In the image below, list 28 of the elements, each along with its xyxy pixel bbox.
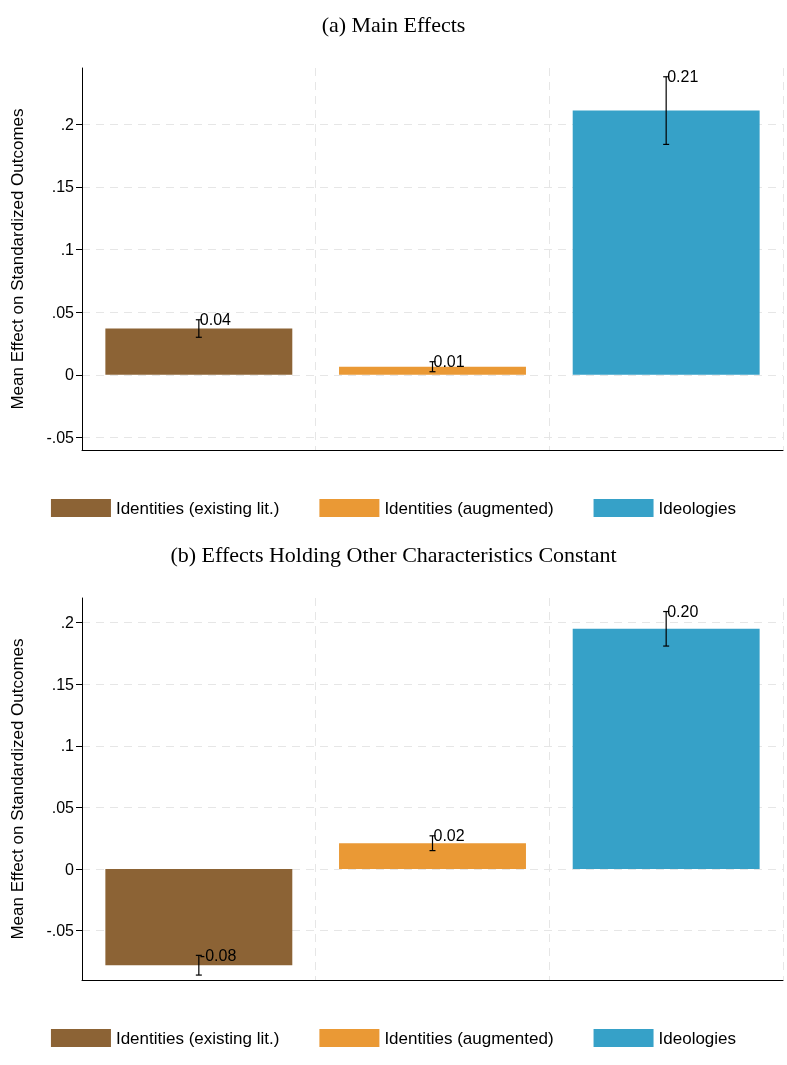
y-tick-label: .1 — [60, 737, 75, 755]
y-axis-title: Mean Effect on Standardized Outcomes — [8, 108, 27, 410]
data-label: -0.08 — [199, 946, 237, 964]
y-tick-label: .15 — [51, 675, 75, 693]
y-tick-label: .15 — [51, 178, 75, 196]
legend-label: Identities (augmented) — [384, 1028, 554, 1048]
data-label: 0.01 — [433, 353, 465, 371]
data-label: 0.02 — [433, 827, 465, 845]
data-label: 0.21 — [667, 68, 699, 86]
legend-label: Ideologies — [658, 1028, 737, 1048]
y-tick-label: -.05 — [46, 922, 75, 940]
data-label: 0.04 — [199, 311, 232, 329]
legend-label: Identities (existing lit.) — [115, 498, 280, 518]
y-tick-label: 0 — [65, 860, 75, 878]
y-tick-label: .1 — [60, 241, 75, 259]
y-tick-label: .05 — [51, 303, 75, 321]
legend-label: Identities (existing lit.) — [115, 1028, 280, 1048]
y-tick-label: .2 — [60, 115, 75, 133]
legend-label: Ideologies — [658, 498, 737, 518]
legend-label: Identities (augmented) — [384, 498, 554, 518]
chart-title: (b) Effects Holding Other Characteristics Constant — [170, 541, 617, 567]
y-tick-label: .05 — [51, 798, 75, 816]
y-tick-label: .2 — [60, 614, 75, 632]
y-axis-title: Mean Effect on Standardized Outcomes — [8, 638, 27, 940]
y-tick-label: 0 — [65, 366, 75, 384]
chart-title: (a) Main Effects — [321, 11, 466, 37]
data-label: 0.20 — [667, 603, 699, 621]
y-tick-label: -.05 — [46, 428, 75, 446]
